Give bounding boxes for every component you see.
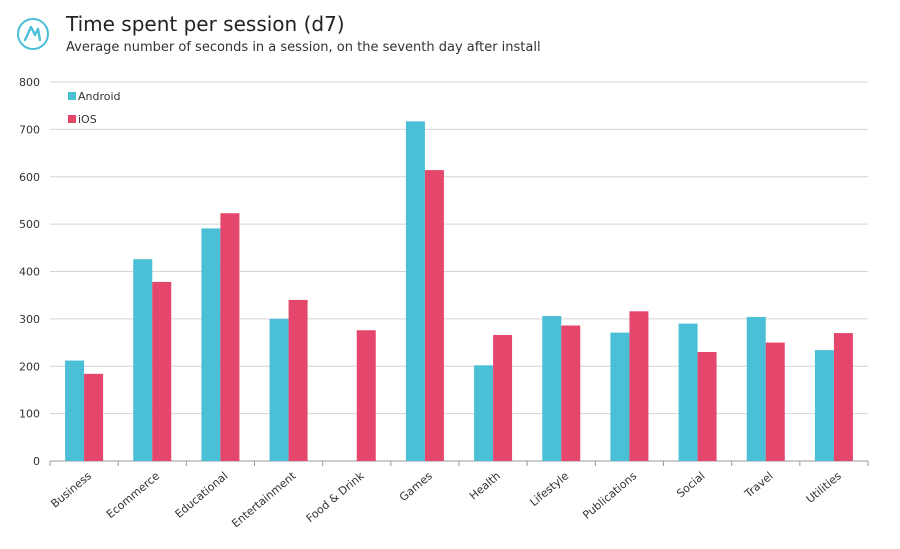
y-tick-label: 300	[19, 313, 40, 326]
bar-android-business	[65, 360, 85, 461]
bar-ios-games	[424, 170, 444, 461]
x-tick-label: Travel	[742, 469, 776, 501]
y-tick-label: 800	[19, 76, 40, 89]
bar-android-health	[474, 365, 494, 461]
bar-ios-food-drink	[356, 330, 376, 461]
legend-swatch-android	[68, 92, 76, 100]
y-tick-label: 400	[19, 266, 40, 279]
bar-android-utilities	[814, 350, 834, 461]
y-tick-label: 700	[19, 123, 40, 136]
bar-android-educational	[201, 228, 221, 461]
chart-title: Time spent per session (d7)	[66, 12, 345, 36]
bar-ios-social	[697, 352, 717, 461]
bar-ios-travel	[765, 342, 785, 461]
x-tick-label: Games	[397, 469, 435, 504]
y-tick-label: 600	[19, 171, 40, 184]
y-tick-label: 100	[19, 408, 40, 421]
x-tick-label: Publications	[580, 469, 639, 522]
brand-logo-icon	[17, 18, 49, 50]
bar-android-publications	[610, 332, 630, 461]
x-tick-label: Health	[467, 469, 503, 502]
legend-swatch-ios	[68, 115, 76, 123]
bar-android-ecommerce	[133, 259, 153, 461]
bar-ios-lifestyle	[561, 325, 581, 461]
bar-ios-ecommerce	[152, 281, 172, 461]
x-tick-label: Food & Drink	[304, 469, 367, 525]
y-tick-label: 500	[19, 218, 40, 231]
legend-label-ios: iOS	[78, 113, 97, 126]
bar-ios-business	[84, 373, 104, 461]
y-tick-label: 0	[33, 455, 40, 468]
bar-ios-educational	[220, 213, 240, 461]
x-tick-label: Business	[48, 469, 94, 510]
x-tick-label: Educational	[173, 469, 231, 520]
x-tick-label: Utilities	[804, 469, 844, 506]
x-tick-label: Social	[674, 469, 707, 500]
bar-ios-health	[493, 334, 513, 461]
y-tick-label: 200	[19, 360, 40, 373]
x-tick-label: Lifestyle	[527, 469, 571, 509]
bar-android-games	[405, 121, 425, 461]
bar-android-travel	[746, 316, 766, 461]
bar-android-lifestyle	[542, 316, 562, 461]
legend-label-android: Android	[78, 90, 121, 103]
x-tick-label: Entertainment	[229, 469, 299, 530]
chart-subtitle: Average number of seconds in a session, …	[66, 40, 541, 55]
bar-android-entertainment	[269, 318, 289, 461]
bar-ios-entertainment	[288, 299, 308, 461]
bar-android-social	[678, 323, 698, 461]
x-tick-label: Ecommerce	[104, 469, 162, 521]
chart-header: Time spent per session (d7) Average numb…	[0, 0, 900, 70]
bar-ios-utilities	[833, 333, 853, 461]
bar-ios-publications	[629, 311, 649, 461]
